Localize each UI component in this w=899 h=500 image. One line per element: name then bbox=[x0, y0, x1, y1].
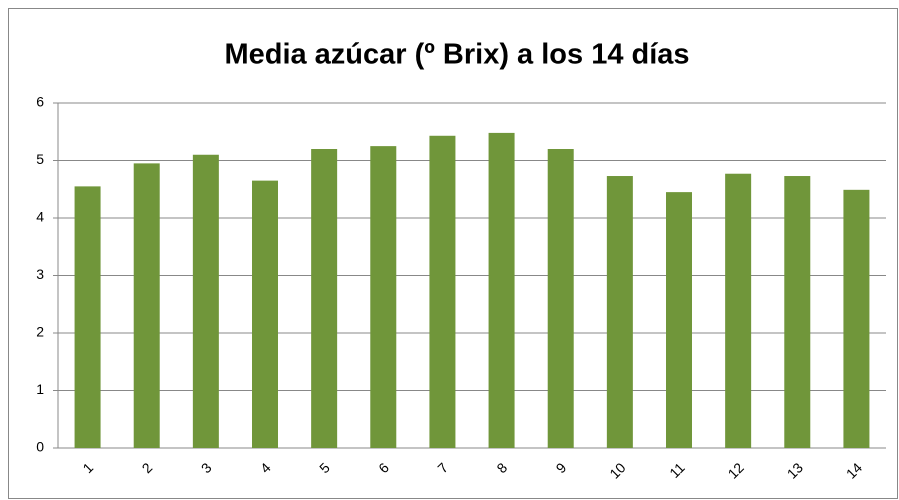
y-tick-label: 5 bbox=[36, 151, 44, 167]
bar bbox=[843, 189, 870, 448]
bar bbox=[488, 132, 515, 448]
bar bbox=[784, 176, 811, 448]
bar bbox=[370, 146, 397, 448]
chart-title: Media azúcar (º Brix) a los 14 días bbox=[224, 39, 689, 71]
y-tick-label: 0 bbox=[36, 439, 44, 455]
bar bbox=[74, 186, 101, 448]
bar bbox=[192, 154, 219, 448]
y-tick-label: 2 bbox=[36, 324, 44, 340]
bar bbox=[429, 135, 456, 448]
bar bbox=[606, 176, 633, 448]
bar bbox=[547, 149, 574, 448]
bar bbox=[133, 163, 160, 448]
y-tick-label: 1 bbox=[36, 381, 44, 397]
y-tick-label: 4 bbox=[36, 209, 44, 225]
y-tick-label: 3 bbox=[36, 266, 44, 282]
bar bbox=[666, 192, 692, 448]
bar bbox=[252, 180, 278, 448]
bar bbox=[725, 173, 752, 448]
y-tick-label: 6 bbox=[36, 94, 44, 110]
bar bbox=[311, 149, 338, 448]
